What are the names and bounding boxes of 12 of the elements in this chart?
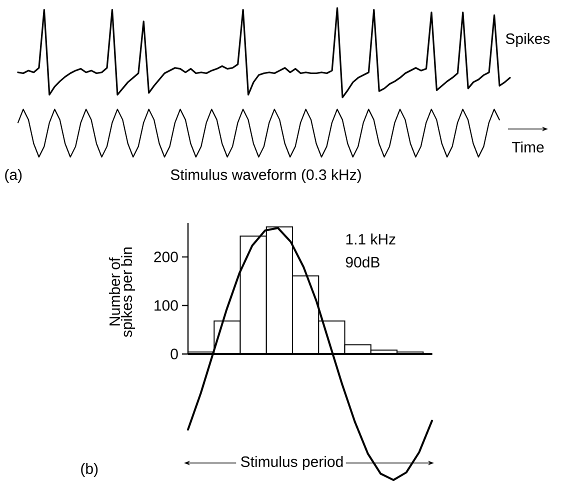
x-axis-title: Time [512, 141, 544, 152]
y-tick-label: 0 [170, 348, 178, 360]
y-tick-label: 200 [154, 252, 178, 262]
y-tick-label: 100 [154, 300, 178, 311]
annotation: Stimulus period [240, 456, 343, 470]
annotation: 90dB [346, 256, 380, 268]
series-label: Stimulus waveform (0.3 kHz) [170, 169, 361, 183]
text: (a) [5, 169, 22, 183]
series-label: Spikes [506, 33, 550, 47]
annotation: 1.1 kHz [346, 234, 396, 244]
y-axis-title: Number of spikes per bin [109, 248, 135, 338]
text: (b) [81, 463, 98, 477]
